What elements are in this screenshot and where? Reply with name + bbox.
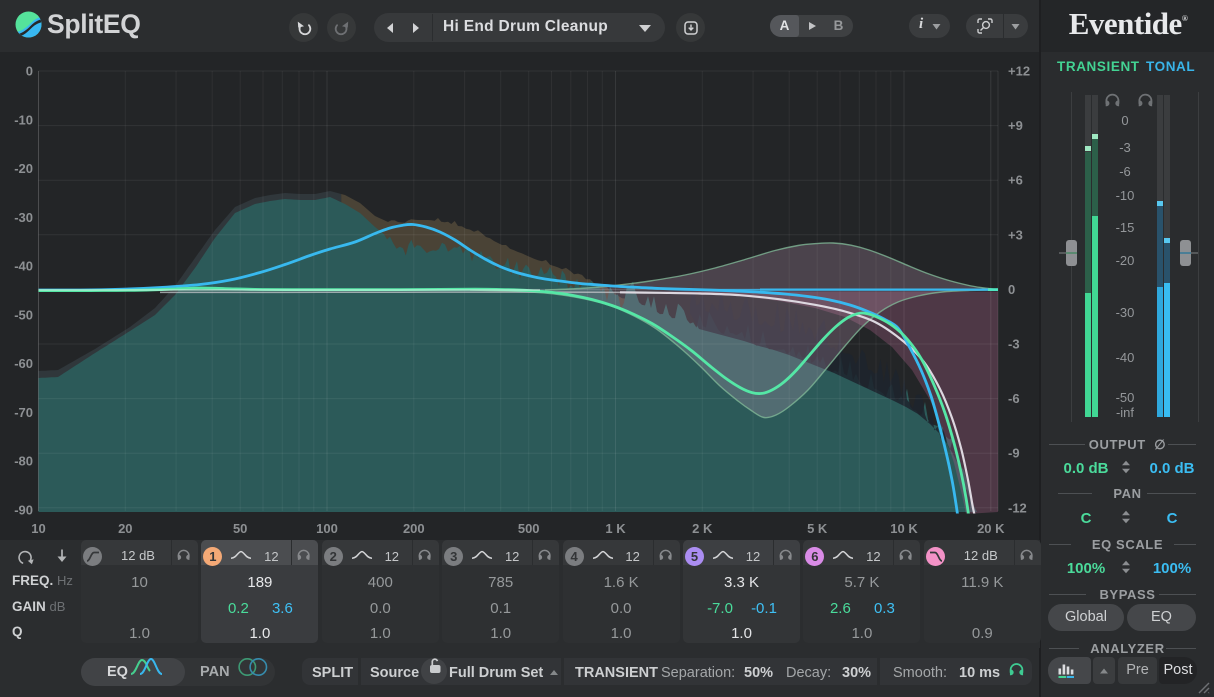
svg-text:50: 50 xyxy=(233,521,247,536)
svg-text:500: 500 xyxy=(518,521,540,536)
svg-text:+12: +12 xyxy=(1008,64,1030,79)
svg-text:5 K: 5 K xyxy=(807,521,828,536)
svg-text:-12: -12 xyxy=(1008,500,1027,515)
svg-text:0: 0 xyxy=(26,64,33,79)
svg-text:+6: +6 xyxy=(1008,173,1023,188)
svg-text:-30: -30 xyxy=(14,210,33,225)
svg-text:+3: +3 xyxy=(1008,227,1023,242)
svg-text:-70: -70 xyxy=(14,405,33,420)
svg-text:-50: -50 xyxy=(14,307,33,322)
svg-text:20: 20 xyxy=(118,521,132,536)
svg-text:-60: -60 xyxy=(14,356,33,371)
svg-text:-6: -6 xyxy=(1008,391,1020,406)
svg-text:-20: -20 xyxy=(14,161,33,176)
svg-text:-3: -3 xyxy=(1008,337,1020,352)
svg-text:-9: -9 xyxy=(1008,446,1020,461)
svg-text:-10: -10 xyxy=(14,112,33,127)
svg-text:100: 100 xyxy=(316,521,338,536)
svg-text:10: 10 xyxy=(31,521,45,536)
svg-text:2 K: 2 K xyxy=(692,521,713,536)
svg-text:10 K: 10 K xyxy=(890,521,918,536)
svg-text:1 K: 1 K xyxy=(605,521,626,536)
svg-text:200: 200 xyxy=(403,521,425,536)
svg-text:-80: -80 xyxy=(14,454,33,469)
svg-text:20 K: 20 K xyxy=(977,521,1005,536)
svg-text:-40: -40 xyxy=(14,259,33,274)
svg-text:+9: +9 xyxy=(1008,118,1023,133)
svg-text:0: 0 xyxy=(1008,282,1015,297)
svg-text:-90: -90 xyxy=(14,502,33,517)
